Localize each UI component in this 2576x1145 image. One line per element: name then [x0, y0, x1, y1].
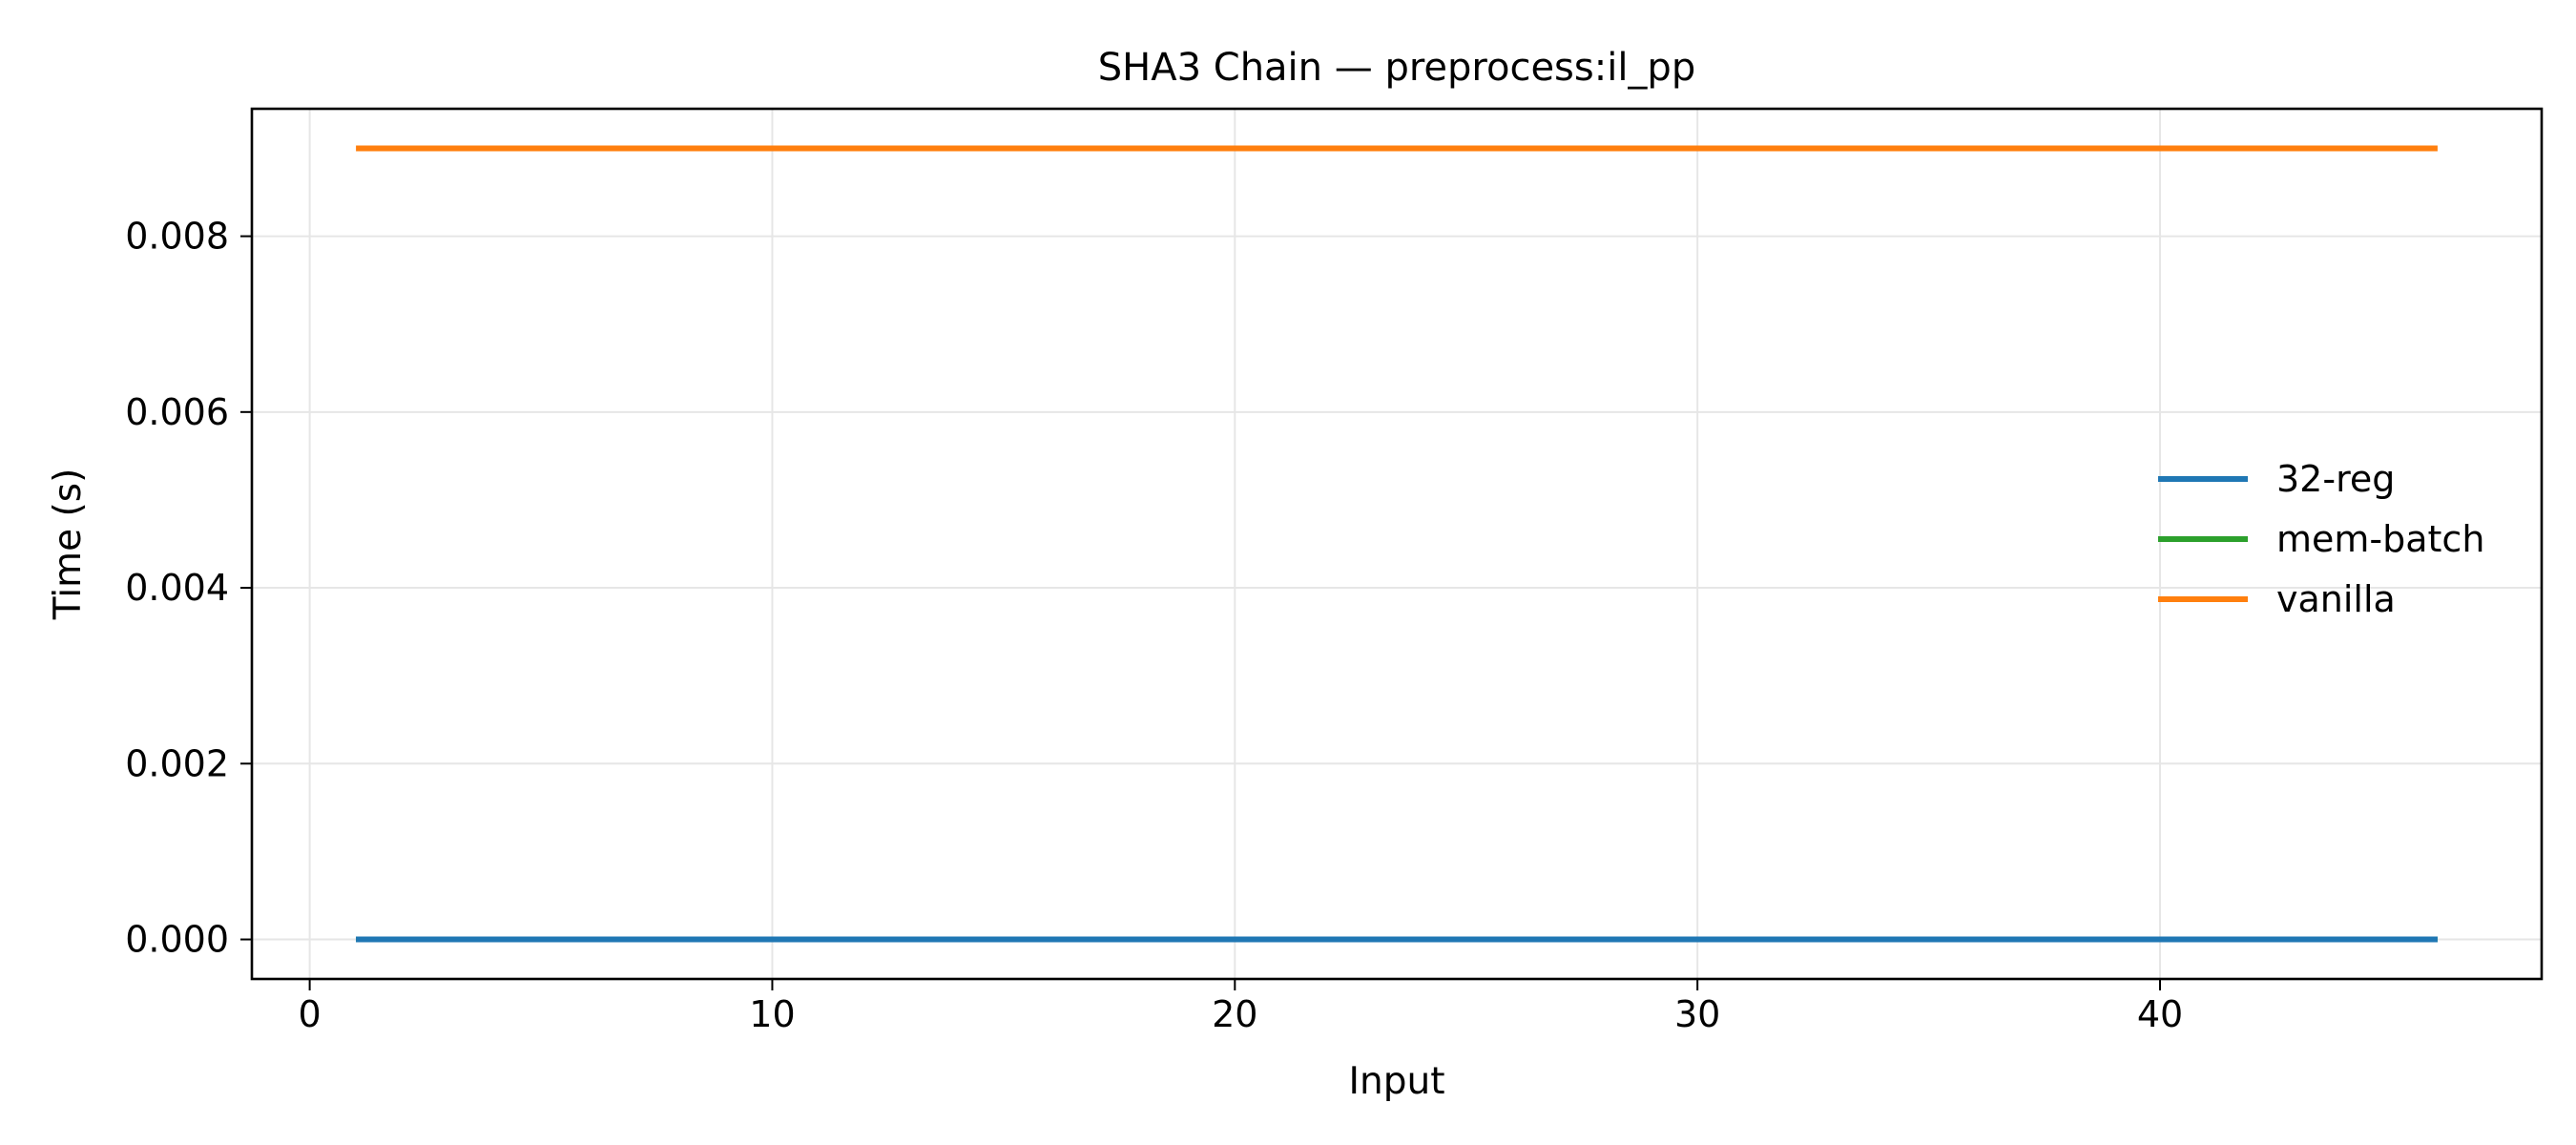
axis-ticks: 0 10 20 30 40 0.000 0.002 0.004 0.006 0.008	[125, 216, 2183, 1035]
legend-label-vanilla: vanilla	[2276, 578, 2396, 620]
series-lines	[356, 145, 2438, 943]
x-tick-label: 10	[749, 993, 795, 1035]
x-tick-label: 30	[1674, 993, 1720, 1035]
x-tick-label: 0	[299, 993, 322, 1035]
x-tick-label: 20	[1212, 993, 1257, 1035]
y-axis-label: Time (s)	[47, 468, 90, 621]
y-tick-label: 0.004	[125, 567, 229, 609]
legend-label-mem-batch: mem-batch	[2276, 518, 2484, 560]
x-axis-label: Input	[1349, 1060, 1445, 1103]
x-tick-label: 40	[2137, 993, 2183, 1035]
legend: 32-reg mem-batch vanilla	[2158, 458, 2484, 620]
y-tick-label: 0.006	[125, 391, 229, 433]
y-tick-label: 0.002	[125, 742, 229, 784]
y-tick-label: 0.008	[125, 216, 229, 258]
chart-title: SHA3 Chain — preprocess:il_pp	[1098, 46, 1695, 90]
plot-frame	[250, 107, 2544, 981]
y-tick-label: 0.000	[125, 919, 229, 961]
legend-label-32-reg: 32-reg	[2276, 458, 2395, 500]
